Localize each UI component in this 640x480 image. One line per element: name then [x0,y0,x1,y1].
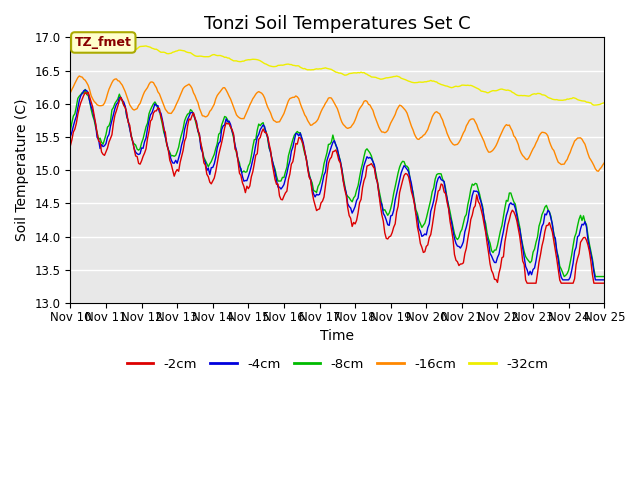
Legend: -2cm, -4cm, -8cm, -16cm, -32cm: -2cm, -4cm, -8cm, -16cm, -32cm [121,353,554,376]
Title: Tonzi Soil Temperatures Set C: Tonzi Soil Temperatures Set C [204,15,470,33]
Y-axis label: Soil Temperature (C): Soil Temperature (C) [15,99,29,241]
X-axis label: Time: Time [321,329,355,343]
Text: TZ_fmet: TZ_fmet [75,36,132,49]
